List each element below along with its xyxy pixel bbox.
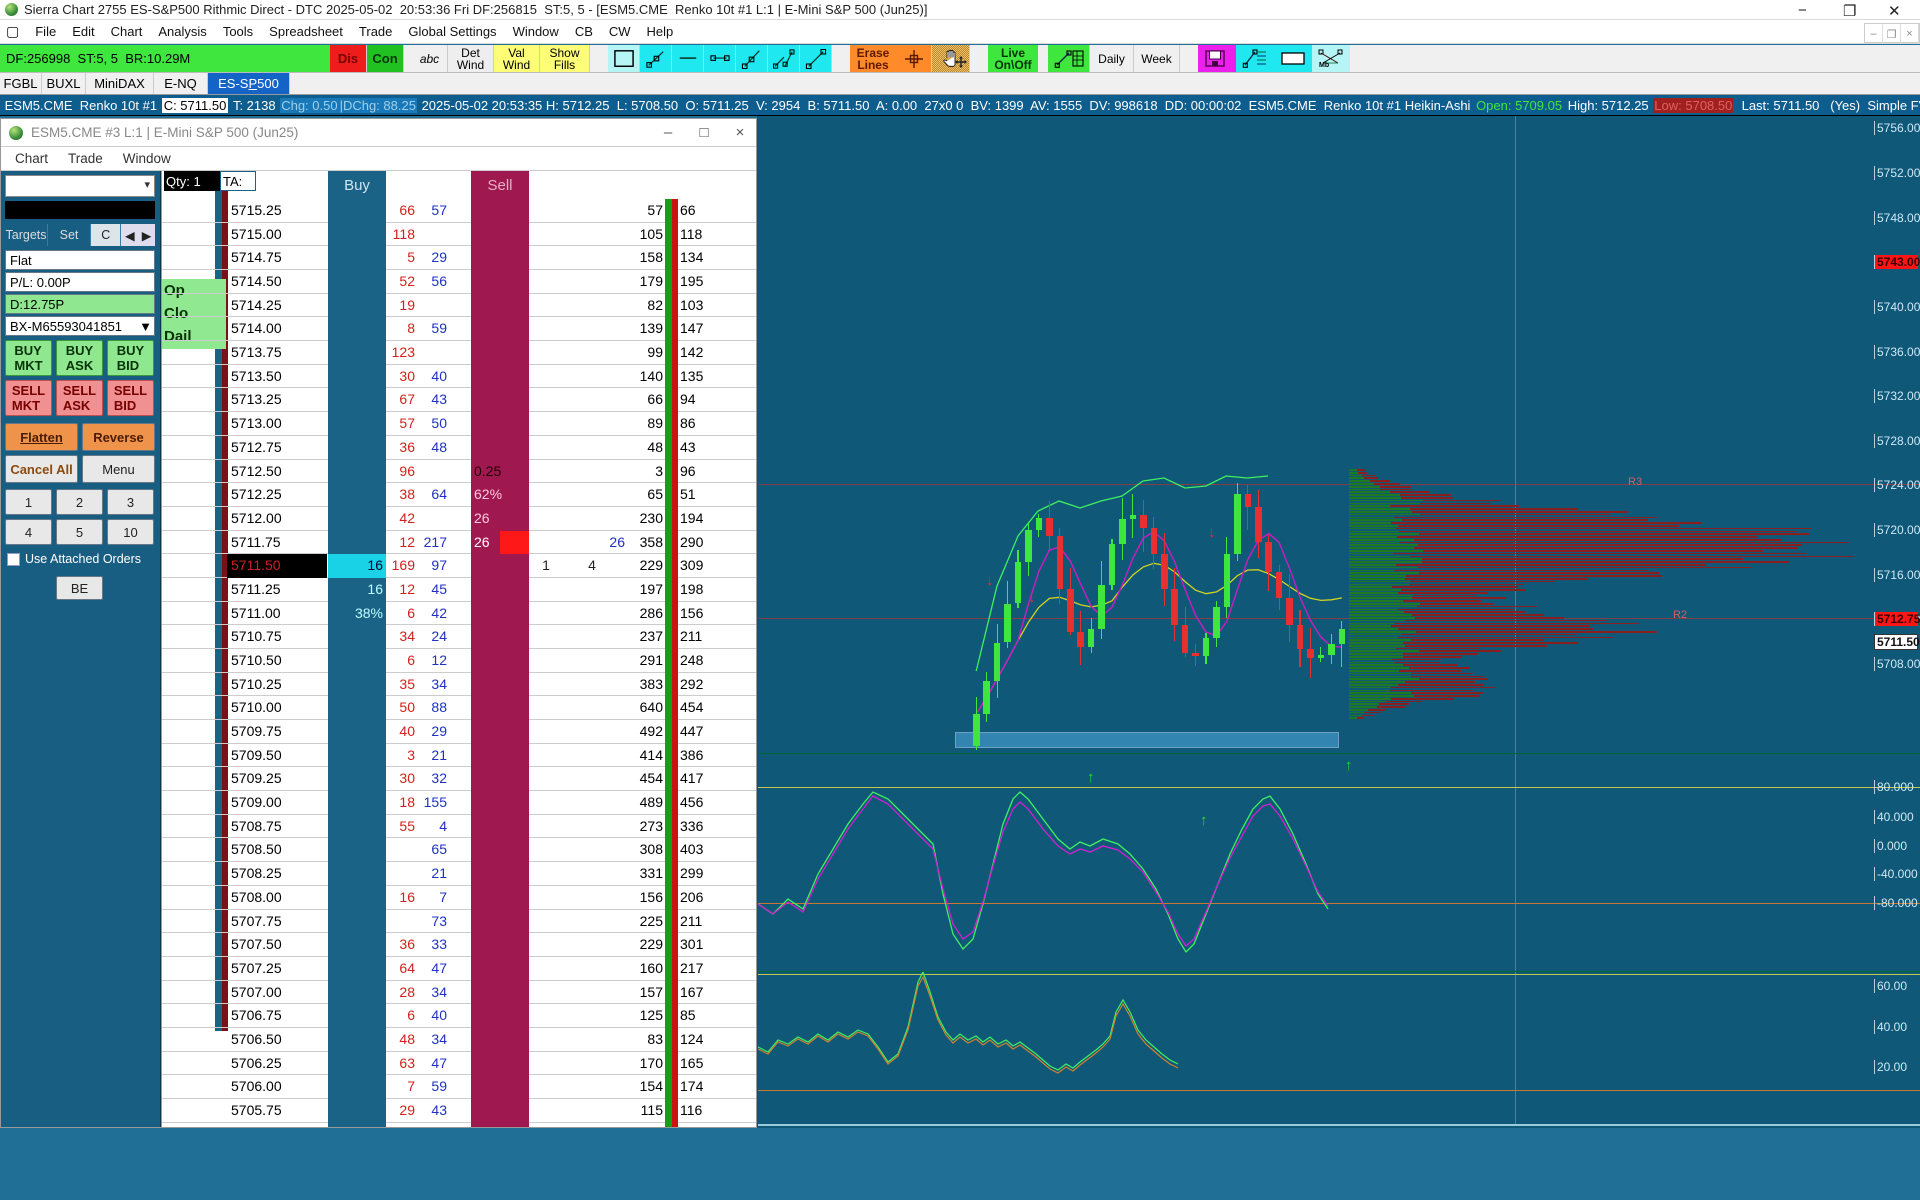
- svg-text:Mb: Mb: [1319, 62, 1329, 68]
